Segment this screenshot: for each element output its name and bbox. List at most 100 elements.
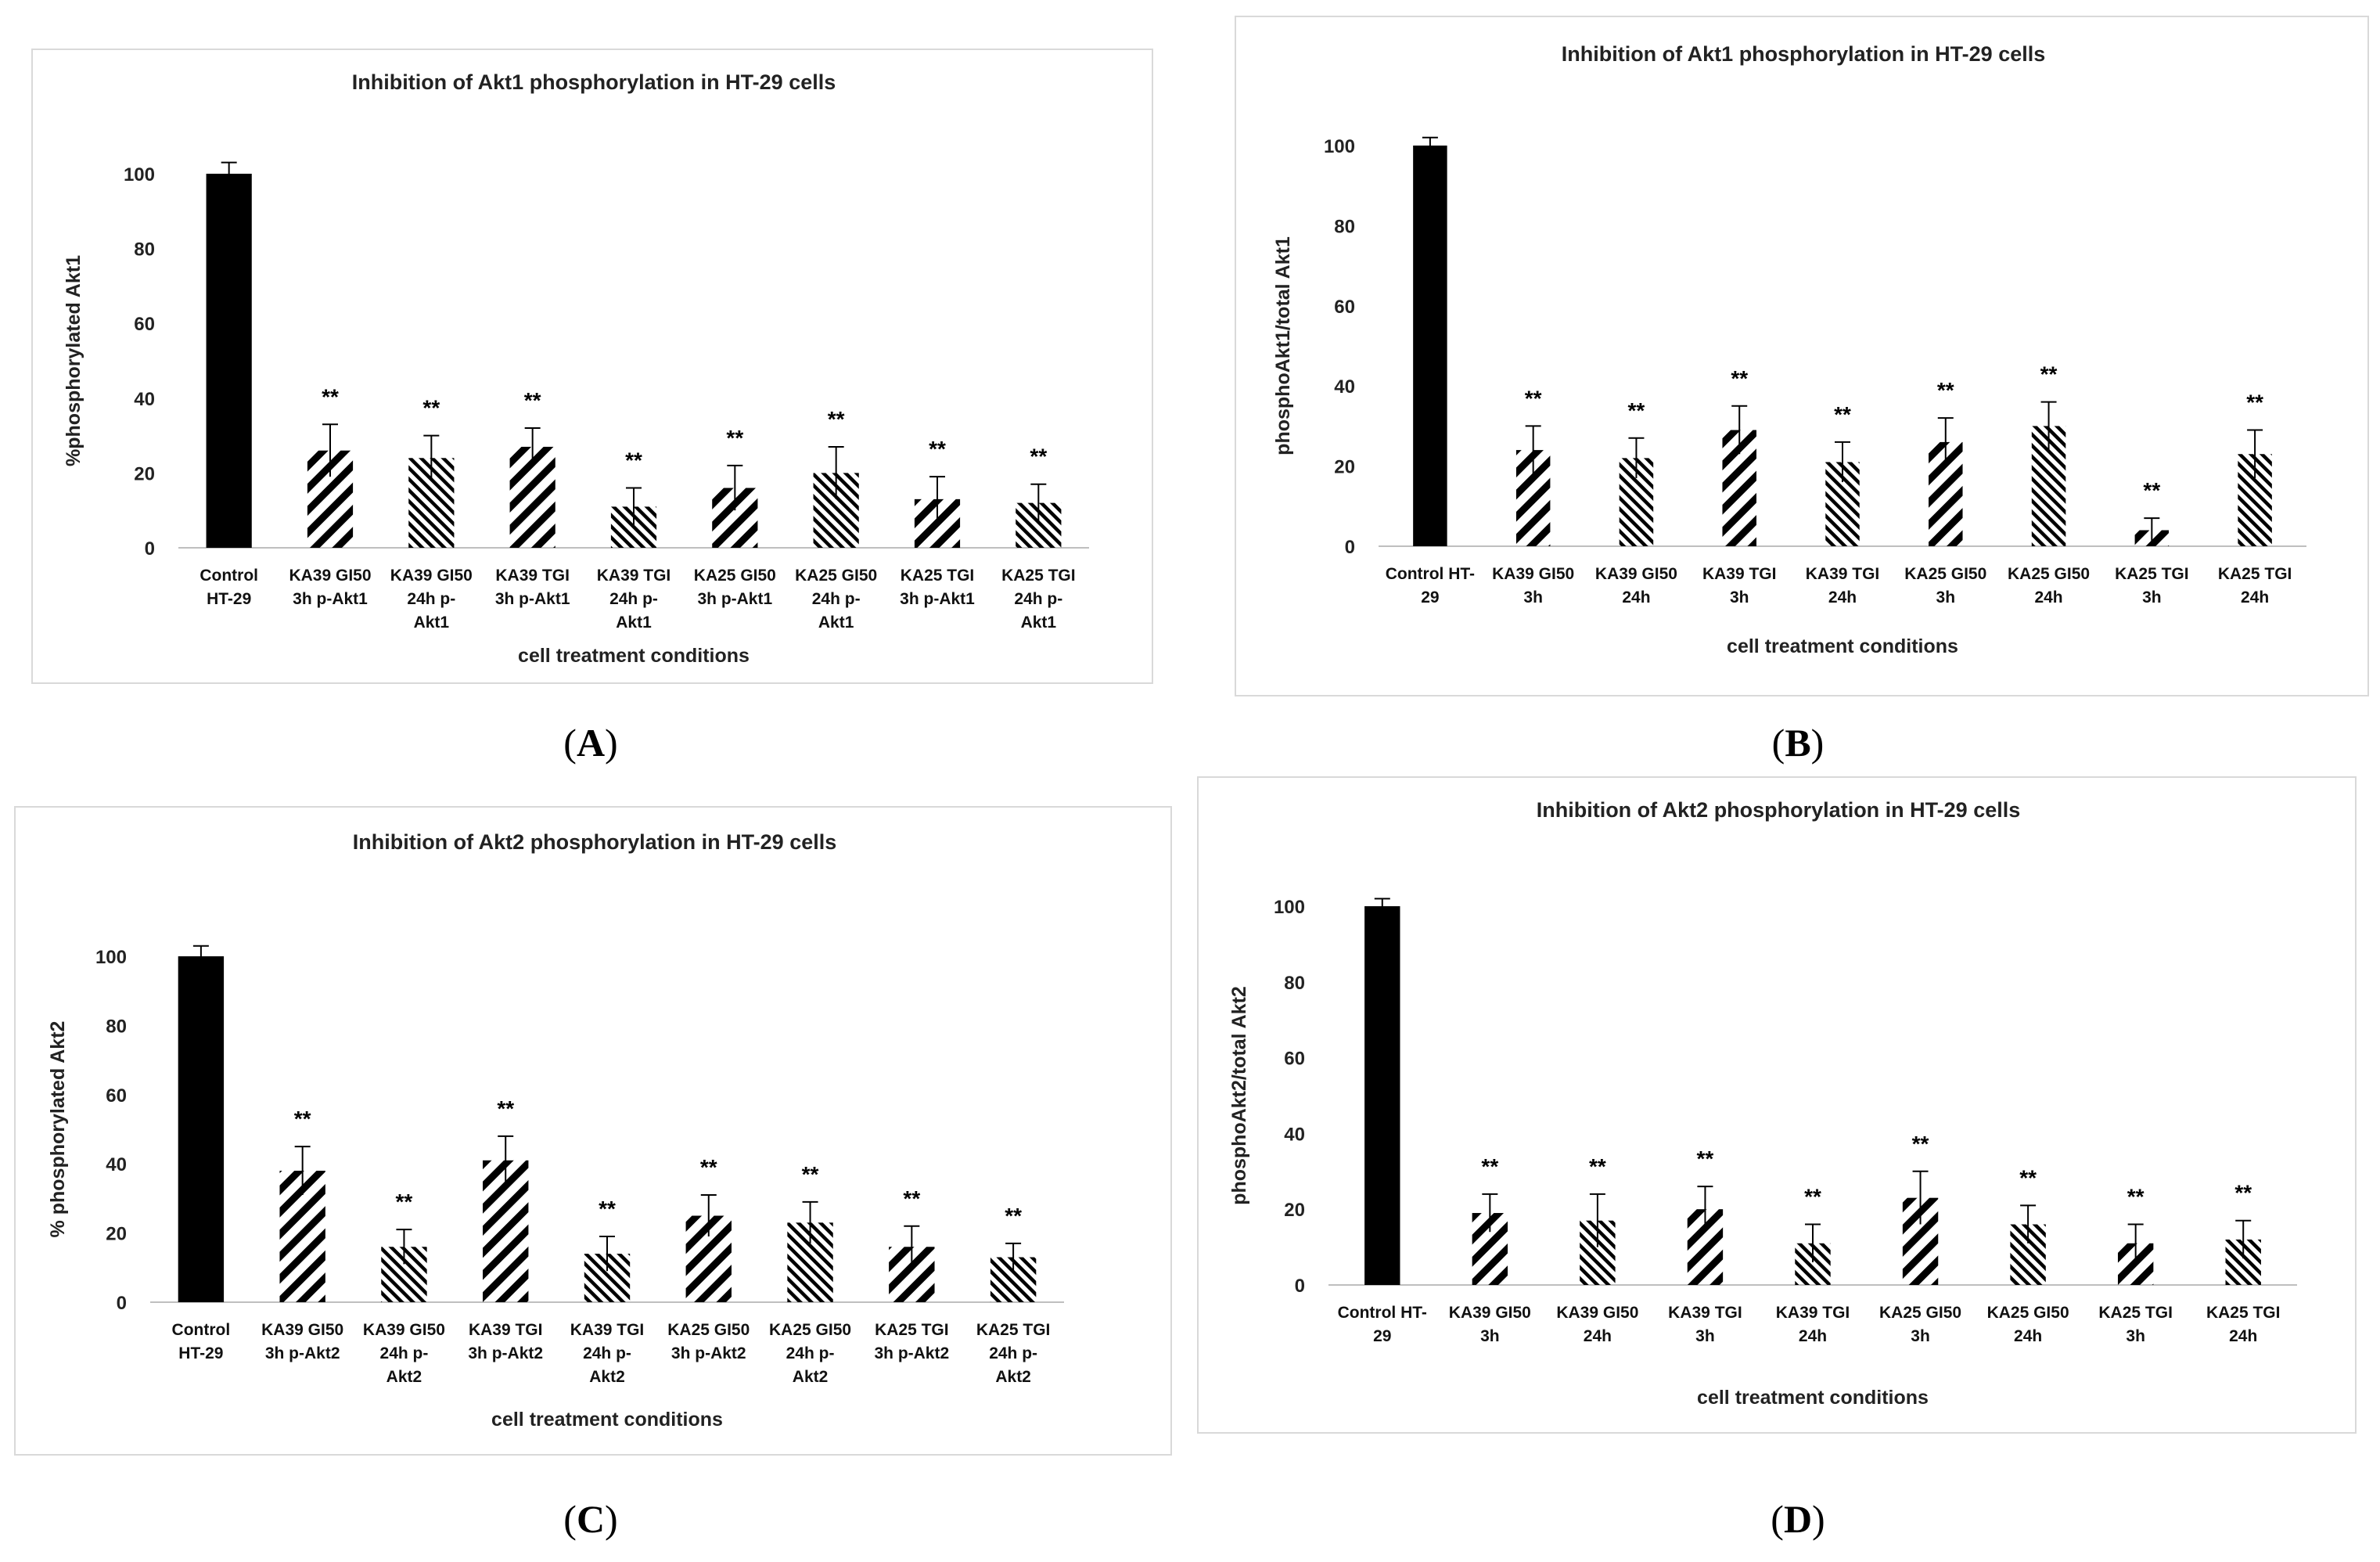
- y-axis-title: phosphoAkt1/total Akt1: [1272, 236, 1294, 455]
- category-label: KA25 TGI: [2115, 565, 2189, 583]
- category-label: 3h: [1695, 1327, 1715, 1345]
- significance-marker: **: [1481, 1154, 1498, 1179]
- bar: [1413, 146, 1447, 546]
- x-axis-title: cell treatment conditions: [518, 645, 750, 667]
- error-bar: [2144, 517, 2160, 542]
- panel-letter-c: C: [576, 1497, 606, 1541]
- chart-title: Inhibition of Akt2 phosphorylation in HT…: [353, 830, 837, 854]
- y-tick-label: 60: [1284, 1049, 1305, 1070]
- error-bar: [1030, 483, 1047, 522]
- category-label: 24h p-: [583, 1344, 631, 1362]
- category-label: 24h: [1622, 588, 1650, 606]
- significance-marker: **: [2040, 362, 2058, 387]
- category-label: 24h: [1584, 1327, 1612, 1345]
- significance-marker: **: [726, 426, 743, 450]
- significance-marker: **: [625, 448, 642, 473]
- chart-title: Inhibition of Akt1 phosphorylation in HT…: [352, 70, 836, 94]
- category-label: 24h: [1828, 588, 1857, 606]
- significance-marker: **: [929, 437, 946, 461]
- category-label: 3h p-Akt1: [495, 590, 570, 608]
- y-tick-label: 80: [1334, 216, 1355, 237]
- category-label: KA39 TGI: [469, 1321, 543, 1339]
- significance-marker: **: [802, 1162, 819, 1186]
- category-label: 3h: [1911, 1327, 1930, 1345]
- category-label: 3h: [1936, 588, 1956, 606]
- significance-marker: **: [422, 396, 440, 420]
- error-bar: [1525, 425, 1541, 474]
- category-label: 24h p-: [812, 590, 861, 608]
- error-bar: [2247, 429, 2263, 478]
- error-bar: [294, 1146, 311, 1195]
- panel-letter-b: B: [1785, 721, 1811, 765]
- category-label: KA39 GI50: [1556, 1304, 1638, 1322]
- significance-marker: **: [1030, 444, 1047, 469]
- category-label: 24h p-: [380, 1344, 429, 1362]
- error-bar: [626, 487, 642, 526]
- significance-marker: **: [396, 1189, 413, 1214]
- category-label: KA39 TGI: [495, 567, 570, 585]
- error-bar: [727, 464, 743, 511]
- category-label: Control: [200, 567, 258, 585]
- chart-panel-d: Inhibition of Akt2 phosphorylation in HT…: [1197, 776, 2357, 1434]
- error-bar: [1422, 136, 1438, 154]
- y-tick-label: 20: [106, 1224, 127, 1245]
- category-label: 3h: [2126, 1327, 2145, 1345]
- category-label: 3h: [1523, 588, 1543, 606]
- y-tick-label: 60: [1334, 297, 1355, 318]
- panel-label-d: (D): [1771, 1497, 1825, 1541]
- category-label: KA39 GI50: [390, 567, 473, 585]
- category-label: KA25 GI50: [1904, 565, 1986, 583]
- chart-panel-b: Inhibition of Akt1 phosphorylation in HT…: [1235, 16, 2369, 696]
- y-axis-title: phosphoAkt2/total Akt2: [1228, 986, 1250, 1205]
- chart-c-svg: Inhibition of Akt2 phosphorylation in HT…: [47, 830, 1064, 1431]
- y-tick-label: 80: [106, 1016, 127, 1037]
- category-label: KA25 TGI: [1001, 567, 1076, 585]
- significance-marker: **: [1912, 1132, 1929, 1156]
- significance-marker: **: [700, 1155, 717, 1179]
- category-label: Akt2: [793, 1368, 829, 1386]
- chart-panel-c: Inhibition of Akt2 phosphorylation in HT…: [14, 806, 1172, 1456]
- category-label: KA25 GI50: [795, 567, 877, 585]
- category-label: Control: [172, 1321, 231, 1339]
- category-label: 3h p-Akt1: [293, 590, 368, 608]
- category-label: 3h p-Akt1: [900, 590, 975, 608]
- y-axis-title: % phosphorylated Akt2: [47, 1021, 69, 1238]
- error-bar: [1482, 1193, 1498, 1233]
- category-label: Akt1: [818, 614, 854, 632]
- category-label: KA25 GI50: [769, 1321, 851, 1339]
- error-bar: [802, 1200, 818, 1243]
- category-label: KA25 GI50: [1879, 1304, 1961, 1322]
- category-label: KA39 TGI: [597, 567, 671, 585]
- category-label: KA25 TGI: [2206, 1304, 2281, 1322]
- bar: [206, 174, 252, 548]
- category-label: HT-29: [207, 590, 251, 608]
- category-label: 3h p-Akt2: [265, 1344, 340, 1362]
- y-tick-label: 100: [1324, 136, 1355, 157]
- significance-marker: **: [2234, 1181, 2252, 1205]
- category-label: 24h p-: [407, 590, 455, 608]
- y-tick-label: 0: [145, 538, 155, 560]
- significance-marker: **: [903, 1186, 920, 1211]
- x-axis-title: cell treatment conditions: [1727, 635, 1958, 657]
- category-label: 3h: [1480, 1327, 1500, 1345]
- error-bar: [904, 1225, 920, 1268]
- x-axis-title: cell treatment conditions: [491, 1409, 723, 1431]
- chart-title: Inhibition of Akt1 phosphorylation in HT…: [1562, 42, 2046, 66]
- category-label: KA39 GI50: [1492, 565, 1574, 583]
- category-label: 3h p-Akt2: [671, 1344, 746, 1362]
- error-bar: [1589, 1193, 1605, 1247]
- category-label: 24h p-: [786, 1344, 835, 1362]
- significance-marker: **: [1731, 366, 1748, 390]
- chart-b-svg: Inhibition of Akt1 phosphorylation in HT…: [1272, 42, 2306, 657]
- category-label: 24h: [2229, 1327, 2257, 1345]
- category-label: KA39 GI50: [261, 1321, 343, 1339]
- category-label: Control HT-: [1338, 1304, 1427, 1322]
- category-label: KA25 GI50: [667, 1321, 750, 1339]
- category-label: 3h p-Akt1: [697, 590, 772, 608]
- category-label: KA39 TGI: [1806, 565, 1880, 583]
- significance-marker: **: [322, 384, 339, 408]
- significance-marker: **: [1589, 1154, 1606, 1179]
- chart-d-svg: Inhibition of Akt2 phosphorylation in HT…: [1228, 798, 2297, 1409]
- panel-label-c: (C): [563, 1497, 618, 1541]
- y-tick-label: 0: [1345, 537, 1355, 558]
